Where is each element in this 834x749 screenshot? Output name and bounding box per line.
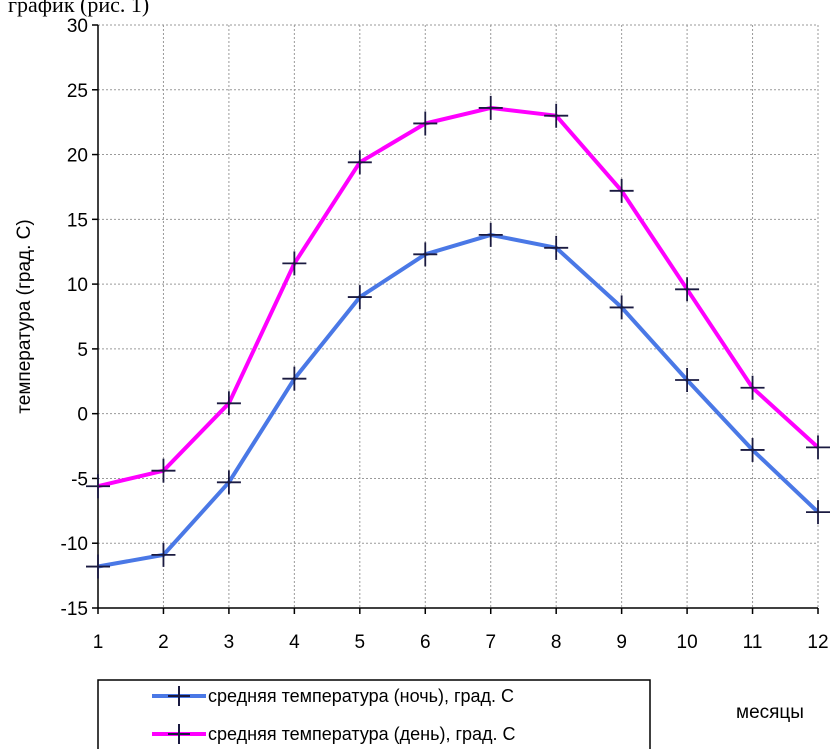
x-axis-ticks: 1 2 3 4 5 6 7 8 9 10 11 12 — [93, 608, 829, 653]
plot-frame — [97, 25, 818, 609]
legend-marker-day — [168, 724, 190, 744]
x-tick-label: 8 — [551, 632, 562, 653]
y-tick-label: -5 — [71, 469, 88, 490]
x-tick-label: 1 — [93, 632, 104, 653]
y-tick-label: 25 — [67, 81, 88, 102]
data-point-marker — [86, 474, 110, 499]
y-tick-label: -10 — [61, 534, 88, 555]
data-point-marker — [347, 285, 372, 310]
data-point-marker — [740, 437, 765, 462]
legend-marker-night — [168, 686, 190, 706]
x-tick-label: 3 — [224, 632, 235, 653]
series-line — [97, 105, 820, 489]
x-tick-label: 6 — [420, 632, 431, 653]
data-point-marker — [413, 111, 438, 136]
data-point-marker — [478, 95, 503, 120]
data-point-marker — [609, 295, 634, 320]
data-point-marker — [216, 391, 241, 416]
x-tick-label: 2 — [158, 632, 169, 653]
x-tick-label: 12 — [807, 632, 828, 653]
legend: средняя температура (ночь), град. С сред… — [97, 679, 651, 749]
data-point-marker — [675, 277, 700, 302]
x-tick-label: 7 — [485, 632, 496, 653]
x-tick-label: 5 — [355, 632, 366, 653]
legend-box — [97, 679, 651, 749]
y-tick-label: -15 — [61, 599, 88, 620]
series-layer — [86, 95, 830, 579]
series-0 — [86, 222, 830, 579]
x-tick-label: 9 — [616, 632, 627, 653]
legend-entry-night: средняя температура (ночь), град. С — [152, 686, 514, 706]
legend-label-day: средняя температура (день), град. С — [208, 724, 516, 744]
data-point-marker — [216, 470, 241, 495]
x-tick-label: 11 — [743, 632, 763, 653]
y-tick-label: 0 — [77, 405, 88, 426]
legend-label-night: средняя температура (ночь), град. С — [208, 686, 514, 706]
data-point-marker — [86, 554, 110, 579]
data-point-marker — [282, 366, 307, 391]
data-point-marker — [347, 150, 372, 175]
data-point-marker — [413, 242, 438, 267]
y-tick-label: 15 — [67, 210, 88, 231]
data-point-marker — [544, 103, 569, 128]
y-tick-label: 30 — [67, 16, 88, 37]
data-point-marker — [151, 458, 176, 483]
grid-lines — [97, 24, 819, 609]
data-point-marker — [806, 435, 830, 460]
data-point-marker — [806, 500, 830, 525]
series-1 — [86, 95, 830, 499]
y-tick-label: 20 — [67, 146, 88, 167]
header-fragment: график (рис. 1) — [8, 0, 149, 17]
legend-entry-day: средняя температура (день), град. С — [152, 724, 516, 744]
y-axis-label: температура (град. С) — [14, 219, 35, 413]
data-point-marker — [151, 542, 176, 567]
y-tick-label: 10 — [67, 275, 88, 296]
y-tick-label: 5 — [77, 340, 88, 361]
data-point-marker — [675, 367, 700, 392]
data-point-marker — [740, 375, 765, 400]
series-line — [97, 232, 820, 569]
x-tick-label: 4 — [289, 632, 300, 653]
x-axis-label: месяцы — [736, 702, 804, 723]
data-point-marker — [478, 222, 503, 247]
data-point-marker — [544, 235, 569, 260]
y-axis-ticks: -15 -10 -5 0 5 10 15 20 25 30 — [61, 16, 98, 620]
data-point-marker — [609, 178, 634, 203]
data-point-marker — [282, 251, 307, 276]
x-tick-label: 10 — [677, 632, 698, 653]
